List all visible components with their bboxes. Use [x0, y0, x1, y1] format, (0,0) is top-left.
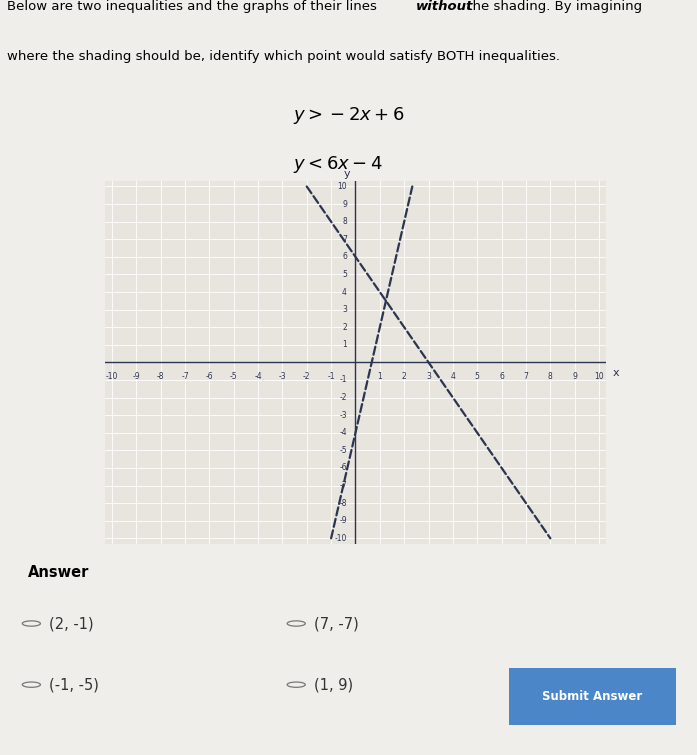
Text: (7, -7): (7, -7): [314, 616, 358, 631]
Text: -7: -7: [181, 372, 189, 381]
Text: y: y: [344, 169, 351, 179]
Text: 5: 5: [475, 372, 480, 381]
Text: $y > -2x + 6$: $y > -2x + 6$: [293, 105, 404, 126]
Text: 3: 3: [342, 305, 347, 314]
Text: 9: 9: [342, 199, 347, 208]
Text: 4: 4: [450, 372, 455, 381]
Text: the shading. By imagining: the shading. By imagining: [464, 0, 643, 13]
Text: 7: 7: [342, 235, 347, 244]
Text: 2: 2: [342, 322, 347, 331]
Text: 7: 7: [523, 372, 528, 381]
Text: Answer: Answer: [28, 565, 89, 581]
Text: 6: 6: [499, 372, 504, 381]
Text: 5: 5: [342, 270, 347, 279]
Text: -9: -9: [339, 516, 347, 525]
Text: 1: 1: [378, 372, 382, 381]
Text: 6: 6: [342, 252, 347, 261]
Text: (1, 9): (1, 9): [314, 677, 353, 692]
Text: $y < 6x - 4$: $y < 6x - 4$: [293, 155, 383, 175]
Text: (-1, -5): (-1, -5): [49, 677, 99, 692]
Text: 1: 1: [342, 341, 347, 350]
Text: (2, -1): (2, -1): [49, 616, 93, 631]
Text: Below are two inequalities and the graphs of their lines: Below are two inequalities and the graph…: [7, 0, 381, 13]
Text: -5: -5: [230, 372, 238, 381]
Text: 3: 3: [426, 372, 431, 381]
Text: without: without: [415, 0, 473, 13]
Text: -7: -7: [339, 481, 347, 490]
Text: 10: 10: [337, 182, 347, 191]
Text: Submit Answer: Submit Answer: [542, 690, 643, 703]
Text: 2: 2: [401, 372, 406, 381]
Text: 8: 8: [548, 372, 553, 381]
Text: 4: 4: [342, 288, 347, 297]
Text: -6: -6: [206, 372, 213, 381]
Text: -5: -5: [339, 446, 347, 455]
Text: -2: -2: [339, 393, 347, 402]
Text: -8: -8: [157, 372, 164, 381]
Text: -3: -3: [339, 411, 347, 420]
Text: -9: -9: [132, 372, 140, 381]
Text: -10: -10: [106, 372, 118, 381]
Text: 8: 8: [342, 217, 347, 226]
Text: -1: -1: [328, 372, 335, 381]
Text: -1: -1: [339, 375, 347, 384]
Text: -4: -4: [254, 372, 262, 381]
Text: x: x: [613, 368, 620, 378]
Text: 10: 10: [595, 372, 604, 381]
Text: -2: -2: [303, 372, 310, 381]
Text: -8: -8: [339, 498, 347, 507]
Text: -4: -4: [339, 428, 347, 437]
Text: -6: -6: [339, 464, 347, 473]
Text: -10: -10: [335, 534, 347, 543]
Text: -3: -3: [279, 372, 286, 381]
Text: where the shading should be, identify which point would satisfy BOTH inequalitie: where the shading should be, identify wh…: [7, 50, 560, 63]
Text: 9: 9: [572, 372, 577, 381]
